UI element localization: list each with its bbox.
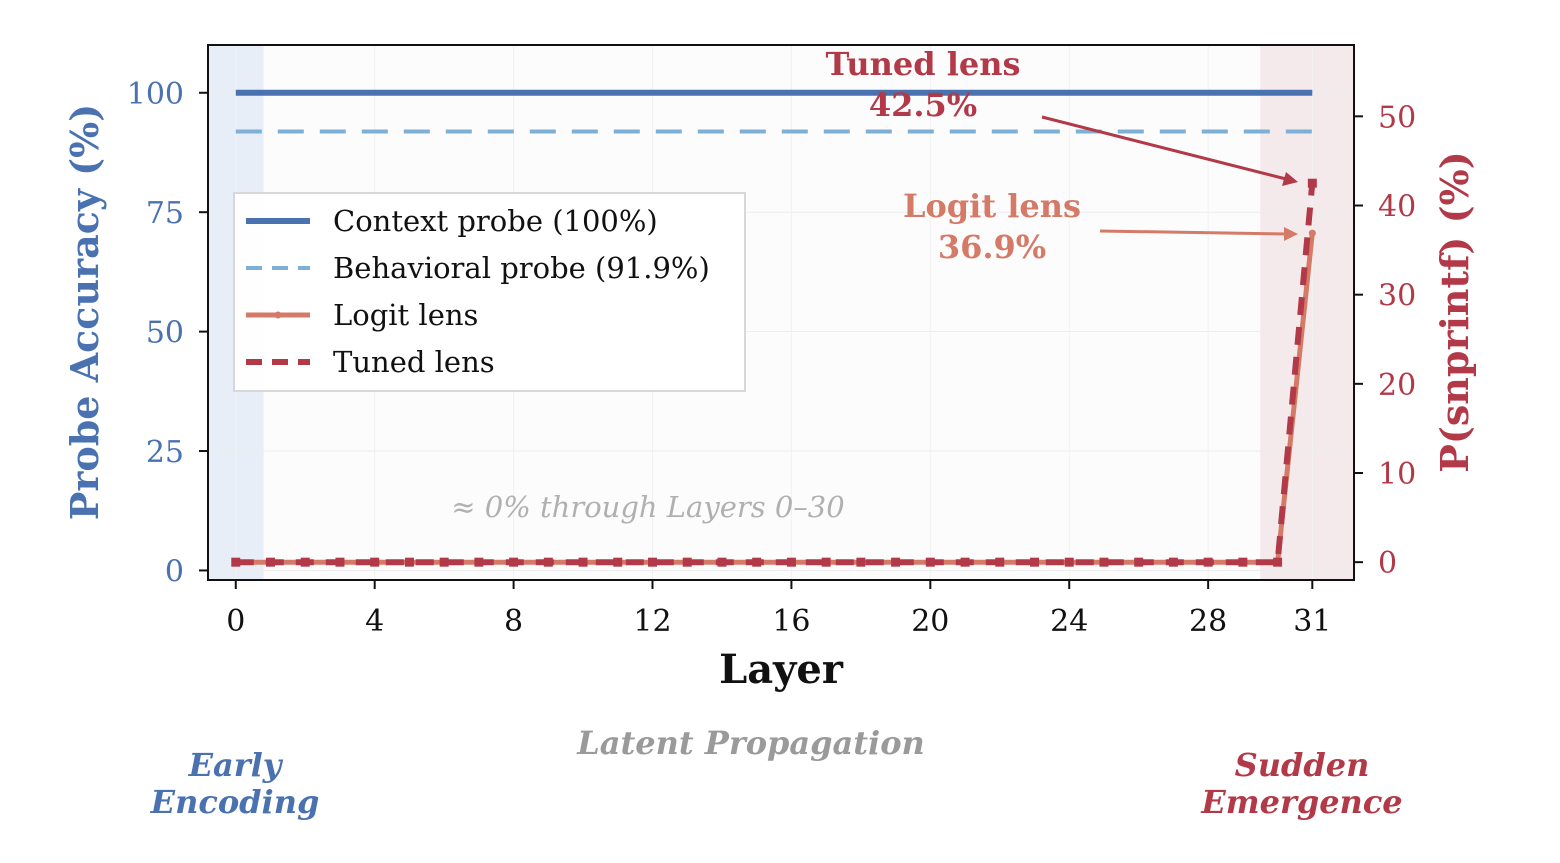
annotation-flat-note: ≈ 0% through Layers 0–30 (451, 490, 844, 524)
series-point-3-23 (1030, 557, 1040, 567)
legend-label-behavioral: Behavioral probe (91.9%) (333, 251, 710, 285)
y-right-tick-label-4: 40 (1378, 190, 1416, 225)
legend-label-logit: Logit lens (333, 298, 478, 332)
y-right-tick-label-2: 20 (1378, 368, 1416, 403)
series-point-2-31 (1308, 229, 1316, 237)
series-point-3-17 (821, 557, 831, 567)
y-left-tick-label-1: 25 (146, 435, 184, 470)
y-right-tick-label-5: 50 (1378, 100, 1416, 135)
x-tick-label-8: 31 (1293, 604, 1331, 639)
series-point-3-18 (856, 557, 866, 567)
x-tick-label-0: 0 (226, 604, 245, 639)
series-point-3-5 (404, 557, 414, 567)
annotation-logit-value: 36.9% (938, 228, 1046, 266)
series-point-3-0 (231, 557, 241, 567)
y-right-tick-label-3: 30 (1378, 279, 1416, 314)
series-point-3-7 (474, 557, 484, 567)
x-tick-label-6: 24 (1050, 604, 1088, 639)
annotation-logit-title: Logit lens (903, 187, 1081, 225)
series-point-3-2 (300, 557, 310, 567)
series-point-3-19 (891, 557, 901, 567)
annotation-tuned-title: Tuned lens (825, 45, 1020, 83)
series-point-3-9 (543, 557, 553, 567)
y-right-tick-label-1: 10 (1378, 457, 1416, 492)
annotation-logit-arrowhead (1284, 227, 1298, 241)
legend-marker-logit (274, 311, 282, 319)
series-point-3-20 (925, 557, 935, 567)
series-point-3-13 (682, 557, 692, 567)
series-point-3-26 (1134, 557, 1144, 567)
legend: Context probe (100%) Behavioral probe (9… (233, 192, 746, 392)
y-left-tick-label-3: 75 (146, 196, 184, 231)
legend-box (233, 192, 746, 392)
phase-early-line2: Encoding (150, 783, 320, 821)
series-point-3-16 (786, 557, 796, 567)
series-point-3-8 (509, 557, 519, 567)
series-point-3-1 (266, 557, 276, 567)
y-left-tick-label-0: 0 (165, 554, 184, 589)
y-axis-left-label: Probe Accuracy (%) (62, 104, 107, 520)
series-point-3-24 (1064, 557, 1074, 567)
series-point-3-25 (1099, 557, 1109, 567)
series-point-3-27 (1168, 557, 1178, 567)
series-line-2 (235, 232, 1315, 565)
y-left-tick-label-2: 50 (146, 316, 184, 351)
series-point-3-4 (370, 557, 380, 567)
annotation-tuned-arrowhead (1282, 172, 1298, 186)
series-point-3-11 (613, 557, 623, 567)
y-axis-right-label: P(snprintf) (%) (1432, 151, 1477, 472)
series-point-3-30 (1273, 557, 1283, 567)
series-point-3-3 (335, 557, 345, 567)
series-point-3-22 (995, 557, 1005, 567)
x-tick-label-2: 8 (504, 604, 523, 639)
annotation-tuned-arrow (1041, 115, 1291, 182)
x-tick-label-3: 12 (633, 604, 671, 639)
phase-sudden-line2: Emergence (1200, 783, 1402, 821)
x-tick-label-1: 4 (365, 604, 384, 639)
shaded-region-1 (1260, 45, 1354, 580)
phase-sudden-line1: Sudden (1235, 746, 1370, 784)
series-point-3-6 (439, 557, 449, 567)
phase-latent: Latent Propagation (576, 724, 925, 762)
series-point-3-14 (717, 557, 727, 567)
legend-label-tuned: Tuned lens (333, 345, 495, 379)
series-point-3-29 (1238, 557, 1248, 567)
series-point-3-10 (578, 557, 588, 567)
series-point-3-15 (752, 557, 762, 567)
x-tick-label-4: 16 (772, 604, 810, 639)
series-point-3-21 (960, 557, 970, 567)
x-axis-label: Layer (719, 646, 844, 693)
y-left-tick-label-4: 100 (127, 77, 184, 112)
x-tick-label-7: 28 (1189, 604, 1227, 639)
annotation-tuned-value: 42.5% (869, 86, 977, 124)
series-point-3-31 (1307, 178, 1317, 188)
phase-early-line1: Early (188, 746, 284, 784)
series-point-3-28 (1203, 557, 1213, 567)
x-tick-label-5: 20 (911, 604, 949, 639)
y-right-tick-label-0: 0 (1378, 546, 1397, 581)
annotation-logit-arrow (1099, 229, 1289, 236)
legend-label-context: Context probe (100%) (333, 204, 658, 238)
series-point-3-12 (648, 557, 658, 567)
plot-frame (207, 44, 1355, 581)
